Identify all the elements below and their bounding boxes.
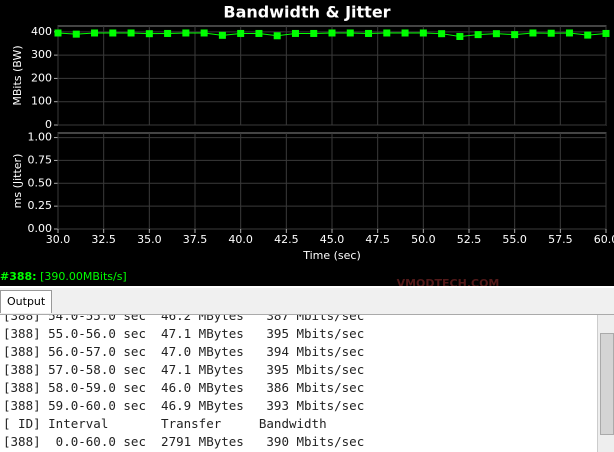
data-point xyxy=(164,29,172,37)
data-point xyxy=(529,29,537,37)
data-point xyxy=(218,31,226,39)
data-point xyxy=(310,29,318,37)
chart: Bandwidth & Jitter VMODTECH.COM 0 100 200 30… xyxy=(11,3,614,291)
x-tick-label: 60.0 xyxy=(594,233,614,246)
output-text: [388] 54.0-55.0 sec 46.2 MBytes 387 Mbit… xyxy=(0,315,596,452)
data-point xyxy=(474,31,482,39)
data-point xyxy=(127,29,135,37)
x-tick-label: 45.0 xyxy=(320,233,345,246)
data-point xyxy=(72,30,80,38)
output-line: [388] 56.0-57.0 sec 47.0 MBytes 394 Mbit… xyxy=(3,344,365,359)
data-point xyxy=(584,31,592,39)
data-point xyxy=(109,29,117,37)
data-point xyxy=(492,30,500,38)
y-tick-label: 0.00 xyxy=(28,222,53,235)
data-point xyxy=(383,29,391,37)
data-point xyxy=(547,29,555,37)
x-tick-label: 52.5 xyxy=(457,233,482,246)
y-tick-label: 300 xyxy=(31,48,52,61)
chart-title: Bandwidth & Jitter xyxy=(223,3,390,22)
y-tick-label: 200 xyxy=(31,71,52,84)
y-tick-label: 0.25 xyxy=(28,199,53,212)
data-point xyxy=(365,29,373,37)
status-rate: [390.00MBits/s] xyxy=(40,270,127,283)
data-point xyxy=(91,29,99,37)
y-tick-label: 1.00 xyxy=(28,131,53,144)
data-point xyxy=(438,30,446,38)
x-tick-label: 35.0 xyxy=(137,233,162,246)
output-line: [388] 54.0-55.0 sec 46.2 MBytes 387 Mbit… xyxy=(3,315,365,323)
output-line: [388] 58.0-59.0 sec 46.0 MBytes 386 Mbit… xyxy=(3,380,365,395)
y-tick-label: 400 xyxy=(31,25,52,38)
x-axis-label: Time (sec) xyxy=(302,249,361,262)
data-point xyxy=(346,29,354,37)
x-tick-label: 30.0 xyxy=(46,233,71,246)
data-point xyxy=(182,29,190,37)
y-tick-label: 0.50 xyxy=(28,176,53,189)
data-point xyxy=(456,32,464,40)
data-point xyxy=(602,29,610,37)
data-point xyxy=(401,29,409,37)
output-line: [388] 57.0-58.0 sec 47.1 MBytes 395 Mbit… xyxy=(3,362,365,377)
y-tick-label: 0 xyxy=(45,118,52,131)
x-tick-label: 50.0 xyxy=(411,233,436,246)
x-tick-label: 37.5 xyxy=(183,233,208,246)
output-line: [388] 0.0-60.0 sec 2791 MBytes 390 Mbits… xyxy=(3,434,365,449)
y-tick-label: 100 xyxy=(31,95,52,108)
x-tick-label: 47.5 xyxy=(365,233,390,246)
watermark: VMODTECH.COM xyxy=(397,277,500,286)
output-line: [ ID] Interval Transfer Bandwidth xyxy=(3,416,327,431)
x-tick-label: 55.0 xyxy=(502,233,527,246)
chart-panel: Bandwidth & Jitter VMODTECH.COM 0 100 200 30… xyxy=(0,0,614,291)
output-line: [388] 59.0-60.0 sec 46.9 MBytes 393 Mbit… xyxy=(3,398,365,413)
status-id: #388: xyxy=(0,270,37,283)
data-point xyxy=(511,31,519,39)
data-point xyxy=(291,29,299,37)
x-tick-label: 57.5 xyxy=(548,233,573,246)
data-point xyxy=(419,29,427,37)
output-line: [388] 55.0-56.0 sec 47.1 MBytes 395 Mbit… xyxy=(3,326,365,341)
x-tick-label: 40.0 xyxy=(228,233,253,246)
data-point xyxy=(200,29,208,37)
data-point xyxy=(145,30,153,38)
data-point xyxy=(273,32,281,40)
data-point xyxy=(328,29,336,37)
data-point xyxy=(54,29,62,37)
y-axis-label: MBits (BW) xyxy=(11,45,24,105)
data-point xyxy=(565,29,573,37)
scroll-thumb[interactable] xyxy=(600,333,614,435)
y-tick-label: 0.75 xyxy=(28,153,53,166)
output-tab[interactable]: Output xyxy=(0,290,53,313)
data-point xyxy=(255,29,263,37)
data-point xyxy=(237,29,245,37)
status-line: #388: [390.00MBits/s] xyxy=(0,270,127,283)
tab-bar: Output xyxy=(0,288,614,315)
scrollbar[interactable] xyxy=(597,315,614,452)
x-tick-label: 32.5 xyxy=(91,233,116,246)
x-tick-label: 42.5 xyxy=(274,233,299,246)
y-axis-label: ms (Jitter) xyxy=(11,154,24,209)
